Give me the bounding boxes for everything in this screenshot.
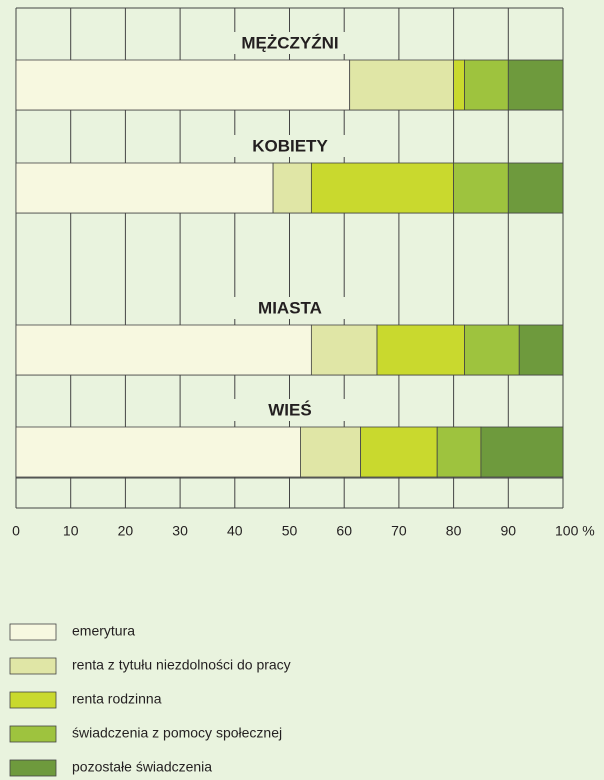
bar-segment <box>310 324 378 376</box>
x-tick-label: 40 <box>227 523 243 539</box>
bar-segment <box>272 162 312 214</box>
x-tick-label: 50 <box>282 523 298 539</box>
category-label: WIEŚ <box>268 400 311 419</box>
legend-swatch <box>9 623 57 641</box>
legend-swatch <box>9 657 57 675</box>
legend-label: emerytura <box>72 623 135 639</box>
x-tick-label: 60 <box>336 523 352 539</box>
label-bg <box>200 32 380 54</box>
label-bg <box>200 297 380 319</box>
bar-segment <box>453 59 465 111</box>
bar-segment <box>300 426 362 478</box>
bar-segment <box>453 162 509 214</box>
x-tick-label: 90 <box>501 523 517 539</box>
x-tick-label: 20 <box>118 523 134 539</box>
legend-label: świadczenia z pomocy społecznej <box>72 725 282 741</box>
bar-segment <box>507 162 564 214</box>
bar-segment <box>464 59 509 111</box>
legend-label: renta rodzinna <box>72 691 162 707</box>
bar-segment <box>436 426 482 478</box>
category-label: MIASTA <box>258 298 322 317</box>
bar-segment <box>464 324 520 376</box>
x-tick-label: 80 <box>446 523 462 539</box>
bar-segment <box>518 324 564 376</box>
legend-label: pozostałe świadczenia <box>72 759 212 775</box>
bar-segment <box>15 59 351 111</box>
legend-swatch <box>9 691 57 709</box>
category-label: MĘŻCZYŹNI <box>241 33 338 52</box>
label-bg <box>200 135 380 157</box>
legend-swatch <box>9 725 57 743</box>
legend-label: renta z tytułu niezdolności do pracy <box>72 657 291 673</box>
label-bg <box>200 399 380 421</box>
x-tick-label: 0 <box>12 523 20 539</box>
bar-segment <box>15 324 312 376</box>
bar-segment <box>15 426 301 478</box>
x-tick-label: 70 <box>391 523 407 539</box>
bar-segment <box>360 426 438 478</box>
bar-segment <box>310 162 455 214</box>
bar-segment <box>507 59 564 111</box>
x-tick-label: 100 % <box>555 523 595 539</box>
category-label: KOBIETY <box>252 136 328 155</box>
x-tick-label: 30 <box>172 523 188 539</box>
x-tick-label: 10 <box>63 523 79 539</box>
bar-segment <box>15 162 274 214</box>
bar-segment <box>349 59 455 111</box>
bar-segment <box>480 426 564 478</box>
legend-swatch <box>9 759 57 777</box>
bar-segment <box>376 324 465 376</box>
